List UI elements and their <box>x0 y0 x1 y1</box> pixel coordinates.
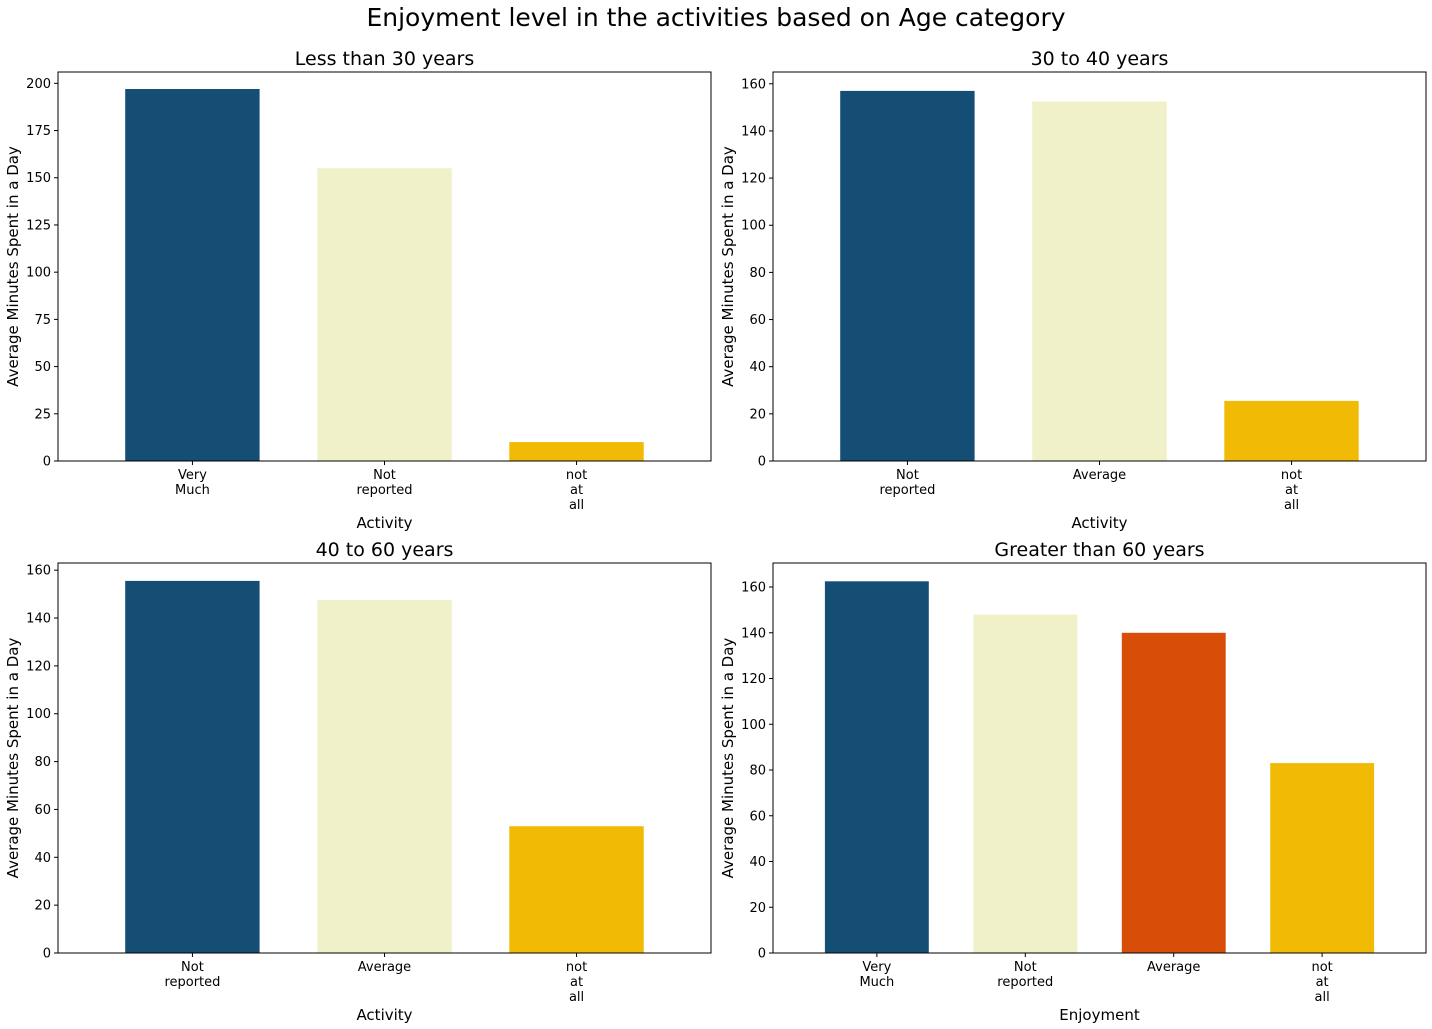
x-axis-label: Enjoyment <box>1059 1006 1140 1024</box>
bar-1 <box>824 581 929 953</box>
y-axis-label: Average Minutes Spent in a Day <box>4 146 22 387</box>
y-tick-label: 20 <box>749 407 766 422</box>
x-tick-label: Average <box>358 960 411 975</box>
y-tick-label: 60 <box>34 803 51 818</box>
x-axis-label: Activity <box>356 1006 412 1024</box>
y-tick-label: 160 <box>741 581 766 596</box>
y-tick-label: 120 <box>741 172 766 187</box>
bar-2 <box>1032 101 1167 461</box>
y-tick-label: 40 <box>34 851 51 866</box>
y-tick-label: 150 <box>26 171 51 186</box>
chart-title: 40 to 60 years <box>316 539 454 561</box>
y-tick-label: 75 <box>34 313 51 328</box>
y-axis-label: Average Minutes Spent in a Day <box>4 638 22 879</box>
y-tick-label: 175 <box>26 124 51 139</box>
y-tick-label: 50 <box>34 360 51 375</box>
y-tick-label: 0 <box>43 455 51 470</box>
chart-panel-1: Very Much Not reported not at all 0 25 50 75 100 125… <box>4 48 712 532</box>
chart-panel-4: Very Much Not reported Average not at all 0 20 40 6… <box>719 539 1427 1024</box>
figure-suptitle: Enjoyment level in the activities based … <box>366 3 1065 32</box>
bar-3 <box>509 442 644 461</box>
y-tick-label: 60 <box>749 809 766 824</box>
y-tick-label: 0 <box>43 947 51 962</box>
y-tick-label: 160 <box>741 77 766 92</box>
x-tick-label: not at all <box>1311 960 1332 1005</box>
y-tick-label: 100 <box>741 219 766 234</box>
y-tick-label: 80 <box>749 266 766 281</box>
x-tick-label: Very Much <box>175 468 210 498</box>
axes-frame <box>57 562 712 954</box>
y-tick-label: 25 <box>34 407 51 422</box>
bar-1 <box>840 90 975 462</box>
y-tick-label: 160 <box>26 564 51 579</box>
x-axis-label: Activity <box>356 514 412 532</box>
chart-panel-2: Not reported Average not at all 0 20 40 60 80 100 12… <box>719 48 1427 532</box>
y-tick-label: 20 <box>749 901 766 916</box>
x-tick-label: Average <box>1147 960 1200 975</box>
axes-frame <box>772 71 1427 462</box>
x-tick-label: Average <box>1073 468 1126 483</box>
chart-title: Greater than 60 years <box>994 539 1204 561</box>
y-tick-label: 0 <box>758 455 766 470</box>
x-tick-label: not at all <box>566 468 587 513</box>
y-tick-label: 125 <box>26 218 51 233</box>
y-tick-label: 40 <box>749 360 766 375</box>
y-tick-label: 60 <box>749 313 766 328</box>
y-tick-label: 140 <box>741 124 766 139</box>
y-tick-label: 80 <box>749 764 766 779</box>
y-tick-label: 120 <box>741 672 766 687</box>
x-tick-label: Very Much <box>859 960 894 990</box>
x-tick-label: Not reported <box>997 960 1053 990</box>
chart-title: Less than 30 years <box>295 48 475 70</box>
x-axis-label: Activity <box>1071 514 1127 532</box>
x-tick-label: Not reported <box>164 960 220 990</box>
bar-4 <box>1270 763 1375 953</box>
bar-2 <box>317 168 452 462</box>
y-tick-label: 0 <box>758 947 766 962</box>
y-tick-label: 20 <box>34 899 51 914</box>
y-tick-label: 140 <box>26 612 51 627</box>
y-axis-label: Average Minutes Spent in a Day <box>719 638 737 879</box>
y-axis-label: Average Minutes Spent in a Day <box>719 146 737 387</box>
x-tick-label: Not reported <box>357 468 413 498</box>
axes-frame <box>57 71 712 462</box>
y-tick-label: 200 <box>26 77 51 92</box>
y-tick-label: 140 <box>741 626 766 641</box>
bar-1 <box>125 580 260 953</box>
y-tick-label: 100 <box>26 266 51 281</box>
bar-2 <box>317 600 452 953</box>
bar-3 <box>509 826 644 953</box>
bar-3 <box>1224 400 1359 461</box>
chart-title: 30 to 40 years <box>1031 48 1169 70</box>
y-tick-label: 80 <box>34 755 51 770</box>
y-tick-label: 100 <box>26 707 51 722</box>
axes-frame <box>772 562 1427 954</box>
y-tick-label: 120 <box>26 659 51 674</box>
chart-panel-3: Not reported Average not at all 0 20 40 60 80 100 12… <box>4 539 712 1024</box>
bar-2 <box>973 614 1078 953</box>
y-tick-label: 40 <box>749 855 766 870</box>
y-tick-label: 100 <box>741 718 766 733</box>
x-tick-label: not at all <box>1281 468 1302 513</box>
x-tick-label: Not reported <box>879 468 935 498</box>
bar-1 <box>125 89 260 461</box>
x-tick-label: not at all <box>566 960 587 1005</box>
bar-3 <box>1121 632 1226 953</box>
